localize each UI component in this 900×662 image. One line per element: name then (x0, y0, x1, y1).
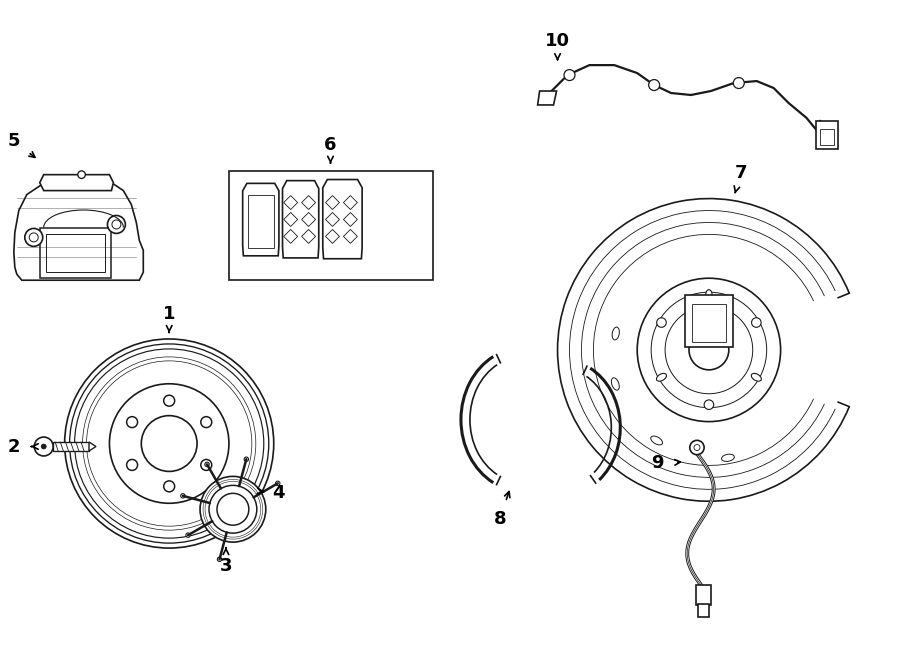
Circle shape (665, 306, 752, 394)
Bar (53, 442, 89, 451)
Circle shape (127, 459, 138, 471)
Bar (698, 604, 709, 617)
Bar (229, 171, 433, 280)
Circle shape (275, 481, 280, 485)
Text: 4: 4 (273, 485, 285, 502)
Circle shape (201, 459, 212, 471)
Circle shape (689, 330, 729, 370)
Text: 1: 1 (163, 305, 176, 323)
Circle shape (186, 533, 190, 538)
Bar (692, 304, 725, 342)
Circle shape (217, 493, 248, 525)
Polygon shape (284, 230, 298, 244)
Ellipse shape (612, 327, 619, 340)
Bar (821, 129, 834, 145)
Text: 6: 6 (324, 136, 337, 154)
Polygon shape (326, 195, 339, 209)
Circle shape (181, 494, 185, 498)
Polygon shape (302, 213, 316, 226)
Circle shape (201, 416, 212, 428)
Circle shape (244, 457, 248, 461)
Circle shape (141, 416, 197, 471)
Circle shape (107, 216, 125, 234)
Text: 2: 2 (7, 438, 20, 455)
Circle shape (217, 557, 221, 561)
Circle shape (205, 462, 209, 467)
Circle shape (164, 395, 175, 406)
Polygon shape (284, 213, 298, 226)
Circle shape (689, 440, 704, 455)
Circle shape (637, 278, 780, 422)
Circle shape (564, 70, 575, 81)
Text: 3: 3 (220, 557, 232, 575)
Circle shape (127, 416, 138, 428)
Circle shape (34, 437, 53, 456)
Polygon shape (344, 213, 357, 226)
Polygon shape (302, 230, 316, 244)
Polygon shape (344, 195, 357, 209)
Circle shape (77, 171, 86, 179)
Bar (248, 195, 274, 248)
Bar (40, 228, 112, 278)
Text: 5: 5 (7, 132, 20, 150)
Circle shape (657, 318, 666, 327)
Text: 8: 8 (493, 510, 506, 528)
Ellipse shape (752, 373, 761, 381)
Circle shape (209, 485, 256, 533)
Polygon shape (284, 195, 298, 209)
Circle shape (200, 477, 266, 542)
Circle shape (734, 77, 744, 89)
Text: 9: 9 (651, 454, 663, 473)
Polygon shape (283, 181, 319, 258)
Circle shape (649, 79, 660, 91)
Polygon shape (14, 177, 143, 280)
Bar (816, 121, 839, 149)
Bar (46, 234, 105, 272)
Circle shape (25, 228, 42, 246)
Polygon shape (326, 230, 339, 244)
Circle shape (704, 400, 714, 410)
Polygon shape (537, 91, 556, 105)
Ellipse shape (722, 454, 734, 461)
Polygon shape (326, 213, 339, 226)
Ellipse shape (651, 436, 662, 445)
Circle shape (752, 318, 761, 327)
Polygon shape (40, 175, 113, 191)
Ellipse shape (656, 373, 667, 381)
Text: 7: 7 (734, 164, 747, 181)
Ellipse shape (706, 290, 712, 301)
Circle shape (557, 199, 860, 501)
Polygon shape (344, 230, 357, 244)
Circle shape (41, 444, 46, 449)
Polygon shape (243, 183, 279, 256)
Text: 10: 10 (545, 32, 570, 50)
Polygon shape (323, 179, 362, 259)
Polygon shape (302, 195, 316, 209)
Bar (697, 585, 711, 605)
Circle shape (164, 481, 175, 492)
Polygon shape (89, 442, 96, 451)
Bar (685, 295, 733, 347)
Circle shape (652, 292, 767, 408)
Ellipse shape (611, 378, 619, 390)
